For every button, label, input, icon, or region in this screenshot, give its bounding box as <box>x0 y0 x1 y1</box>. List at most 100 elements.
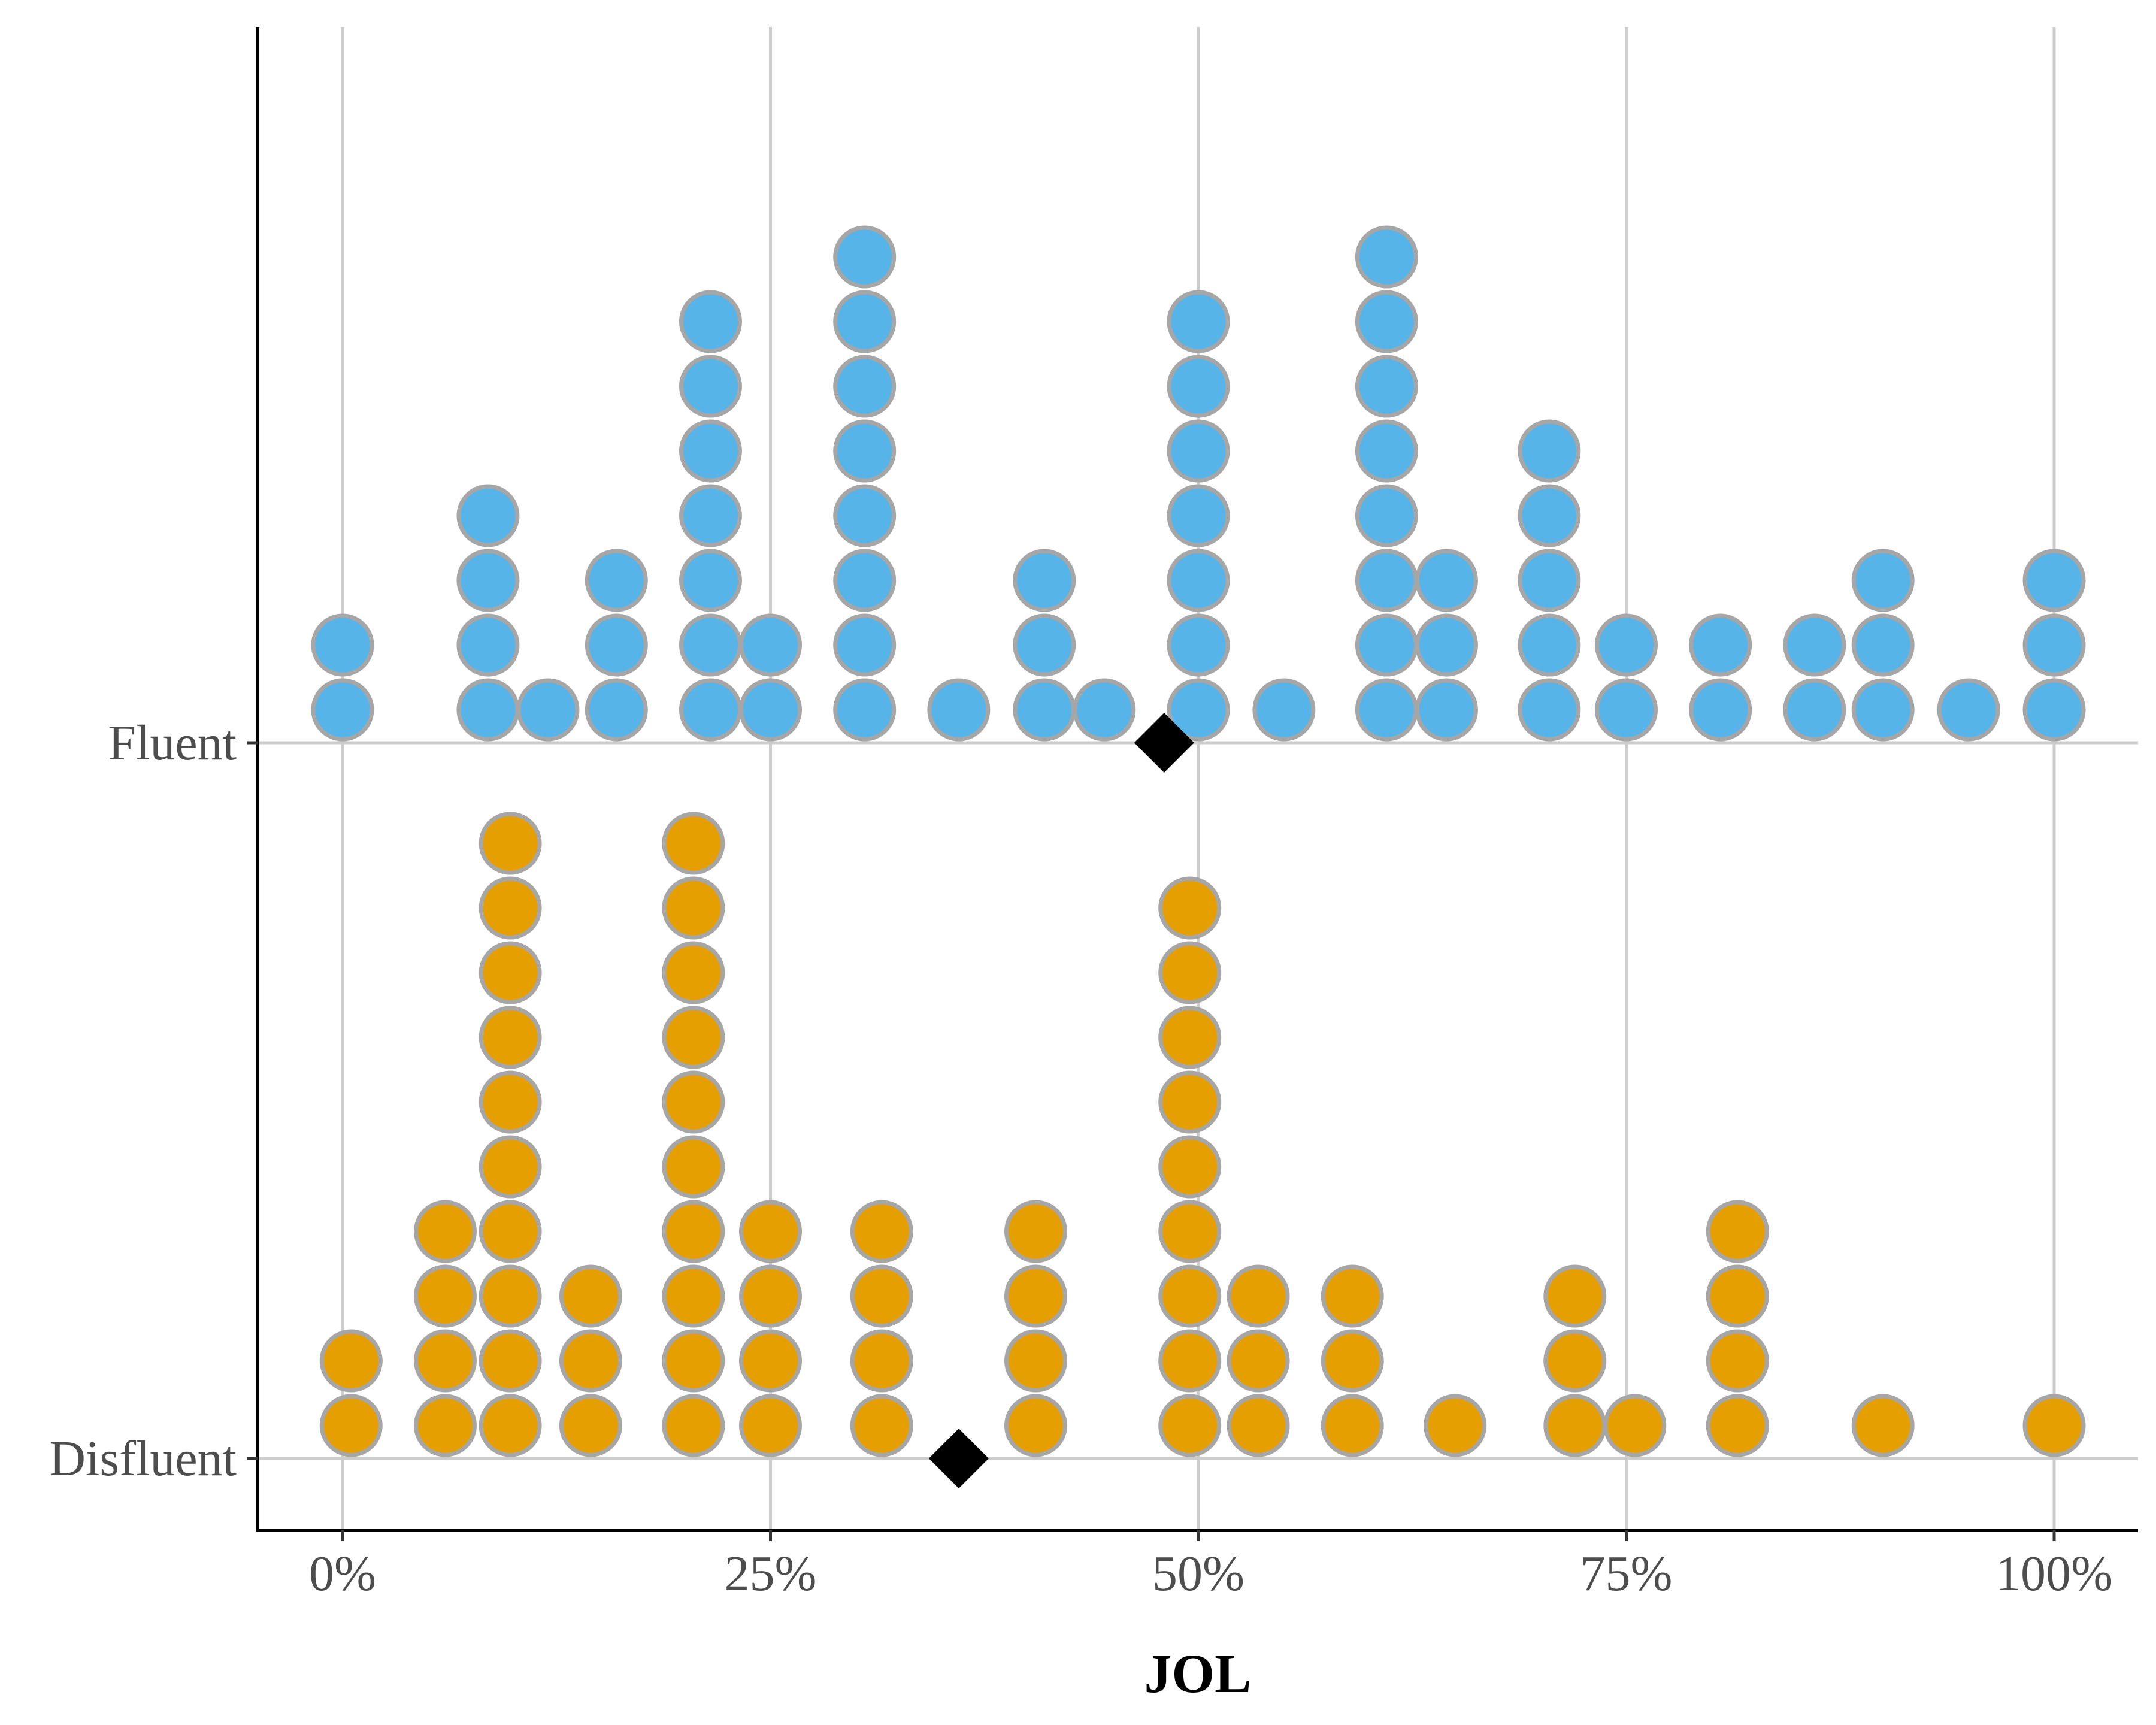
data-point <box>1227 1329 1290 1393</box>
data-point <box>679 549 742 612</box>
data-point <box>479 1264 542 1328</box>
data-point <box>1321 1329 1384 1393</box>
data-point <box>413 1264 477 1328</box>
data-point <box>1424 1394 1487 1457</box>
data-point <box>1227 1394 1290 1457</box>
data-point <box>739 1200 802 1263</box>
data-point <box>1158 1135 1222 1199</box>
data-point <box>1355 290 1418 353</box>
dot-marks <box>311 225 2086 1457</box>
data-point <box>1415 613 1478 677</box>
data-point <box>1355 613 1418 677</box>
x-axis-title: JOL <box>1144 1643 1252 1704</box>
data-point <box>413 1329 477 1393</box>
data-point <box>1167 355 1230 418</box>
data-point <box>1518 549 1581 612</box>
data-point <box>1167 290 1230 353</box>
data-point <box>927 678 991 742</box>
data-point <box>1851 613 1915 677</box>
data-point <box>1355 678 1418 742</box>
data-point <box>662 941 725 1004</box>
data-point <box>1004 1200 1067 1263</box>
data-point <box>662 1264 725 1328</box>
data-point <box>1543 1329 1607 1393</box>
data-point <box>662 1329 725 1393</box>
data-point <box>833 678 897 742</box>
data-point <box>679 678 742 742</box>
data-point <box>1706 1200 1769 1263</box>
data-point <box>739 613 802 677</box>
data-point <box>1158 1006 1222 1069</box>
data-point <box>679 290 742 353</box>
data-point <box>1595 613 1658 677</box>
data-point <box>1158 1329 1222 1393</box>
data-point <box>833 549 897 612</box>
data-point <box>679 613 742 677</box>
data-point <box>456 484 520 547</box>
data-point <box>1706 1394 1769 1457</box>
data-point <box>833 613 897 677</box>
data-point <box>1355 549 1418 612</box>
data-point <box>1004 1394 1067 1457</box>
data-point <box>456 613 520 677</box>
x-axis-ticks: 0% 25% 50% 75% 100% <box>309 1530 2113 1602</box>
data-point <box>739 1264 802 1328</box>
data-point <box>559 1264 622 1328</box>
data-point <box>1355 419 1418 483</box>
data-point <box>1013 678 1076 742</box>
data-point <box>1415 549 1478 612</box>
data-point <box>1543 1394 1607 1457</box>
data-point <box>662 1135 725 1199</box>
x-tick-label: 100% <box>1995 1546 2113 1602</box>
data-point <box>319 1329 383 1393</box>
data-point <box>833 225 897 289</box>
data-point <box>479 1394 542 1457</box>
data-point <box>662 1200 725 1263</box>
data-point <box>585 549 648 612</box>
data-point <box>1158 1394 1222 1457</box>
data-point <box>1167 549 1230 612</box>
data-point <box>1167 678 1230 742</box>
data-point <box>850 1200 913 1263</box>
data-point <box>1004 1329 1067 1393</box>
data-point <box>479 812 542 875</box>
data-point <box>479 1329 542 1393</box>
data-point <box>739 678 802 742</box>
data-point <box>1321 1264 1384 1328</box>
data-point <box>833 290 897 353</box>
data-point <box>559 1329 622 1393</box>
y-tick-label: Fluent <box>108 715 237 771</box>
data-point <box>311 613 374 677</box>
data-point <box>311 678 374 742</box>
data-point <box>1158 1070 1222 1134</box>
x-tick-label: 0% <box>309 1546 376 1602</box>
data-point <box>1355 355 1418 418</box>
data-point <box>679 419 742 483</box>
data-point <box>1518 678 1581 742</box>
data-point <box>833 355 897 418</box>
data-point <box>833 484 897 547</box>
data-point <box>1167 484 1230 547</box>
data-point <box>1783 678 1846 742</box>
data-point <box>479 1135 542 1199</box>
horizontal-gridlines <box>258 741 2138 1460</box>
data-point <box>1355 225 1418 289</box>
data-point <box>1851 678 1915 742</box>
y-tick-label: Disfluent <box>49 1431 237 1487</box>
data-point <box>1689 613 1752 677</box>
data-point <box>662 1394 725 1457</box>
data-point <box>1158 1200 1222 1263</box>
data-point <box>2022 613 2086 677</box>
mean-markers <box>928 713 1194 1488</box>
data-point <box>739 1329 802 1393</box>
data-point <box>1706 1264 1769 1328</box>
data-point <box>413 1394 477 1457</box>
data-point <box>850 1329 913 1393</box>
data-point <box>479 1070 542 1134</box>
data-point <box>1415 678 1478 742</box>
data-point <box>2022 1394 2086 1457</box>
data-point <box>1158 1264 1222 1328</box>
data-point <box>559 1394 622 1457</box>
data-point <box>739 1394 802 1457</box>
mean-marker <box>928 1429 989 1488</box>
